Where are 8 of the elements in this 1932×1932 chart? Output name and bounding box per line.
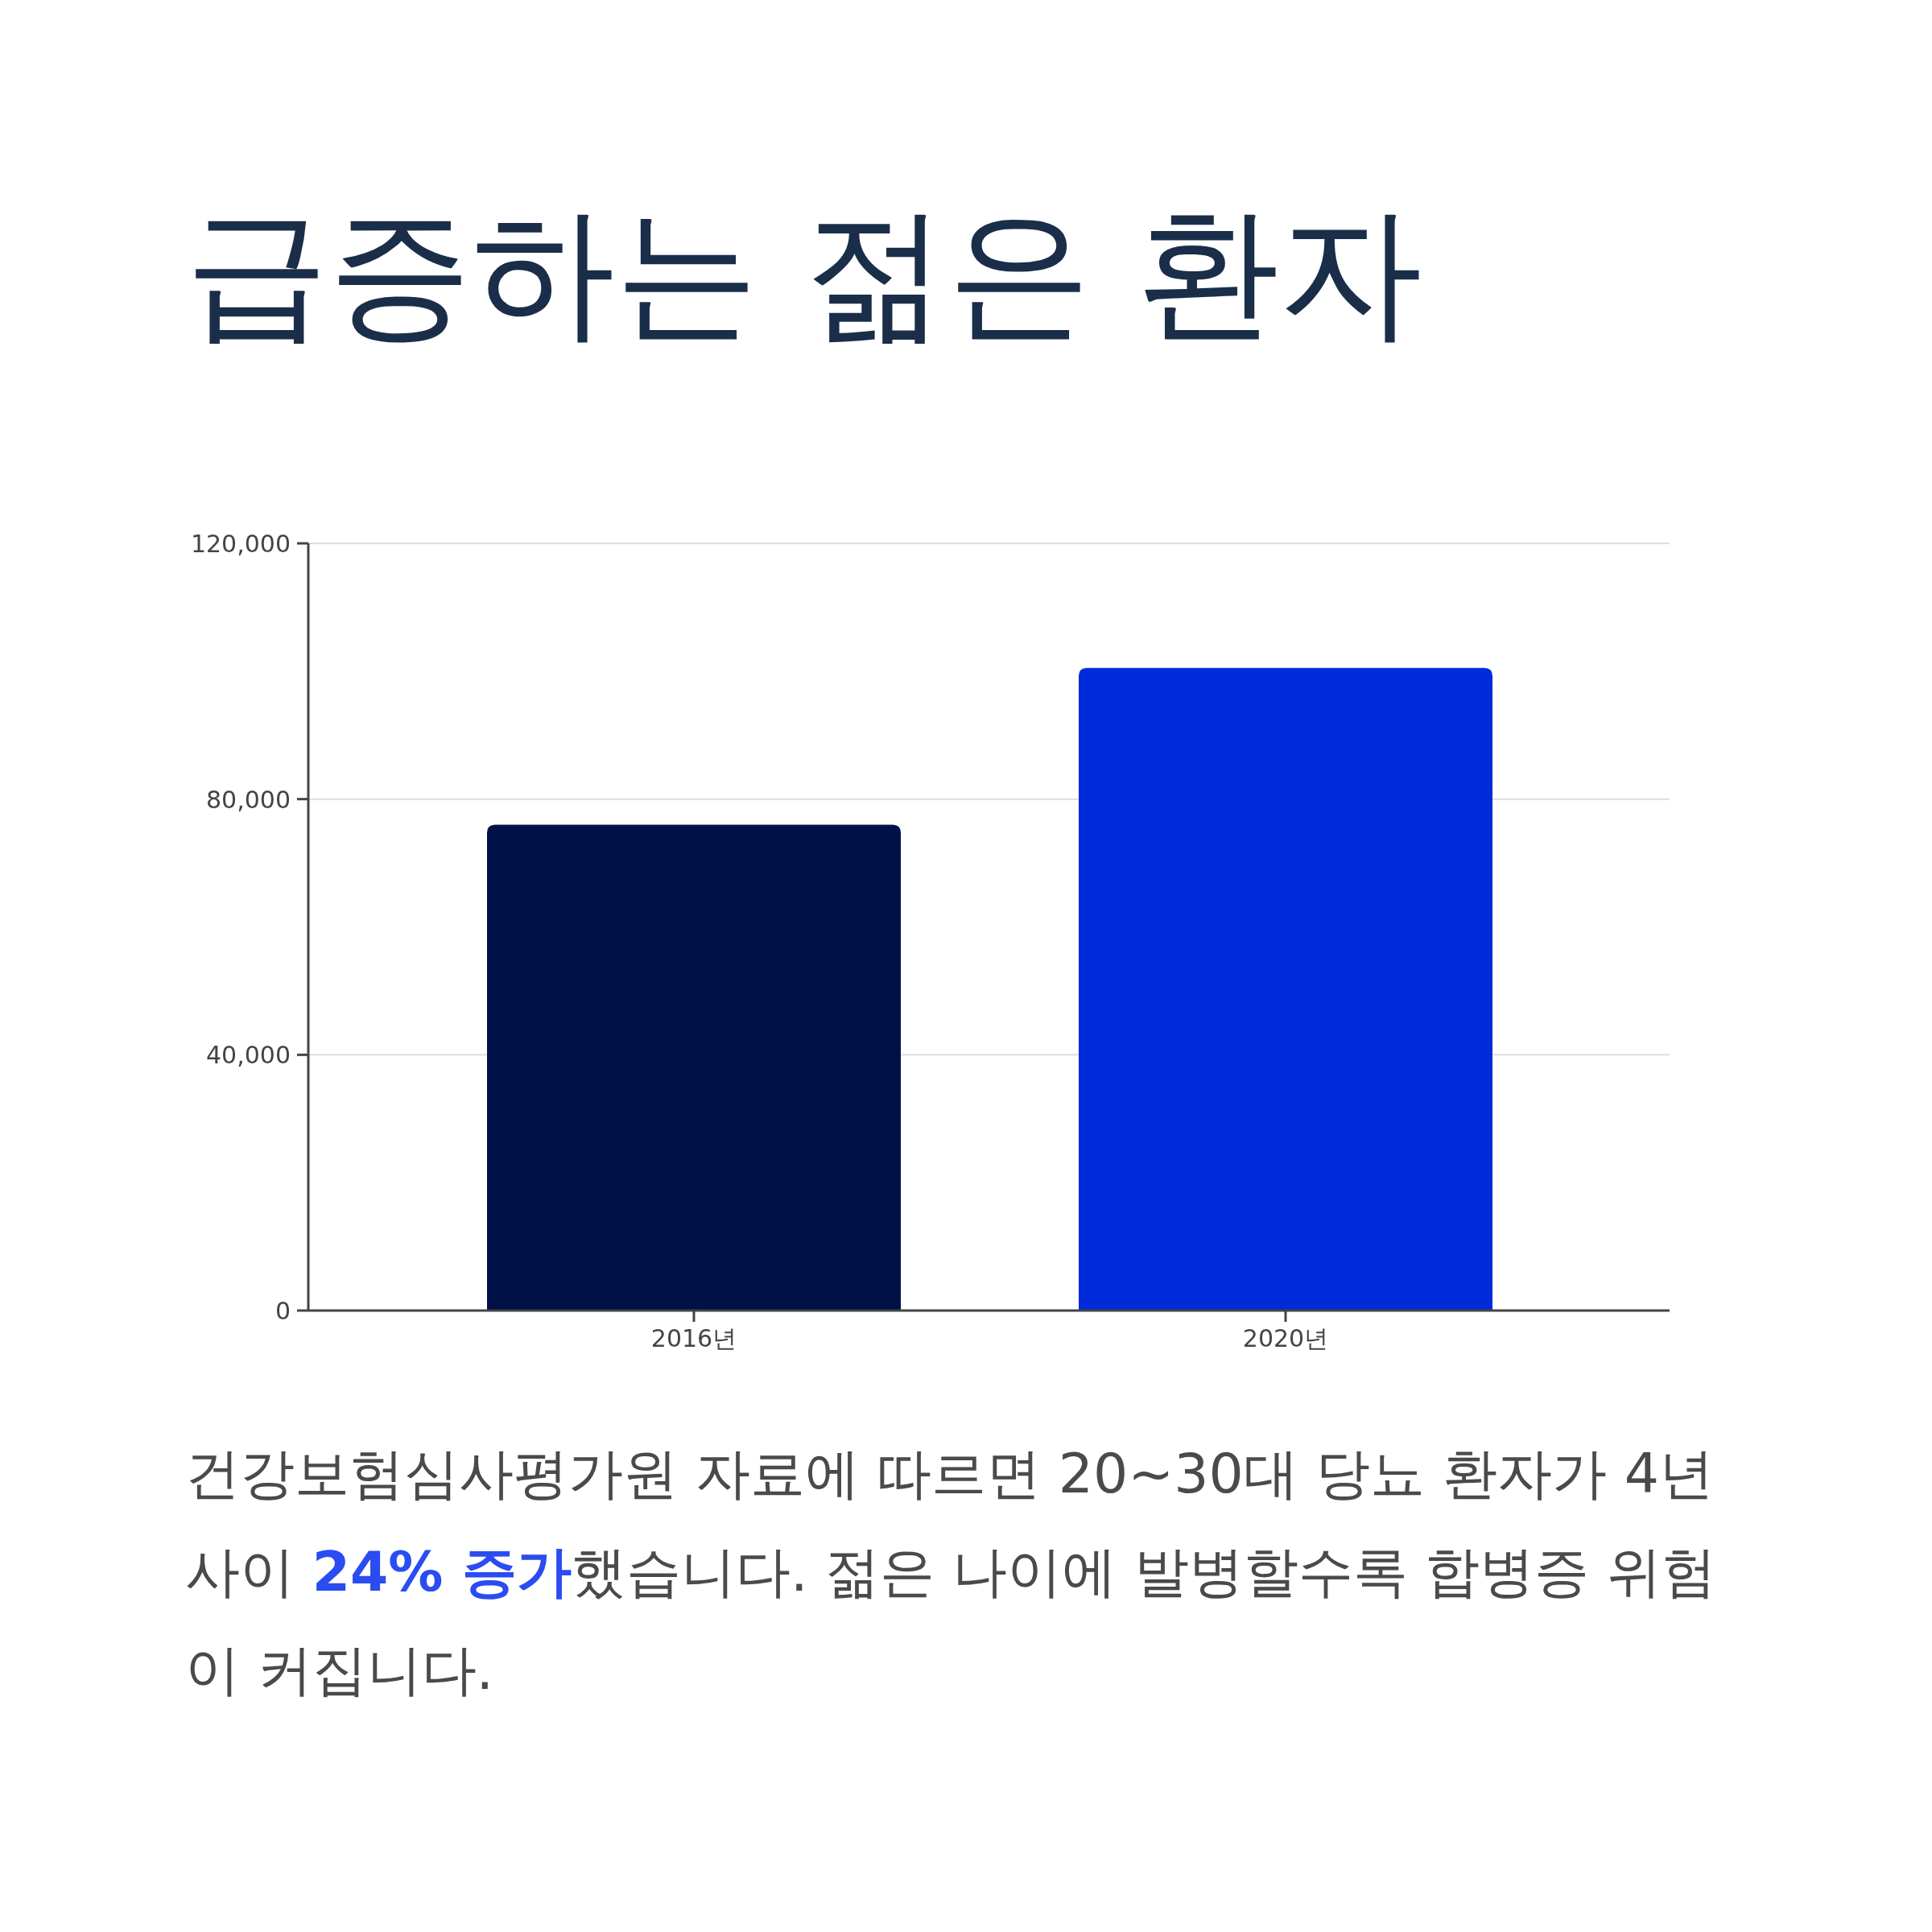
y-tick-label: 0 [275,1297,291,1325]
y-tick-label: 40,000 [206,1041,291,1070]
text: 건강보험심사평가원 자료에 따르면 20~30대 당뇨 환자가 4년 사이 24% 증가했습니다. 젊은 나이에 발병할수록 합병증 위험이 커집니다. [185,1442,1716,1702]
x-tick-label: 2016년 [650,1324,737,1352]
x-tick-label: 2020년 [1242,1324,1329,1352]
chart-title: 급증하는 젊은 환자 [185,189,1423,356]
y-tick-label: 80,000 [206,785,291,814]
y-tick-label: 120,000 [190,530,291,558]
